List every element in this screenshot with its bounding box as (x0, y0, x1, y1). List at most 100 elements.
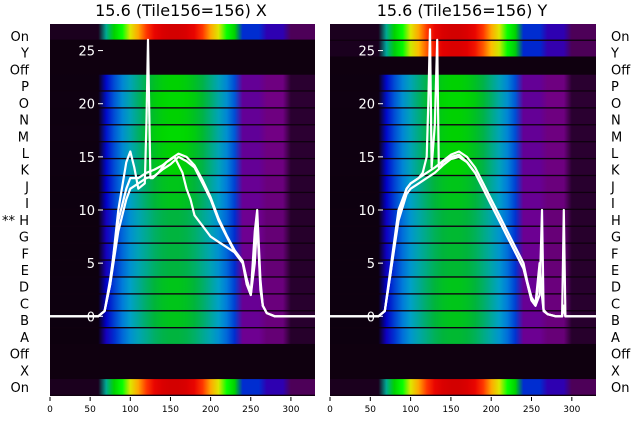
heatmap-row-p (50, 74, 315, 91)
heatmap-row-on (330, 24, 596, 40)
heatmap-row-i (330, 193, 596, 209)
row-label-h: H (19, 214, 29, 229)
x-tick-label: 250 (523, 405, 540, 415)
x-tick-label: 50 (84, 405, 96, 415)
row-label-on: On (11, 381, 29, 396)
row-label-g: G (19, 231, 29, 246)
y-tick-label: 0 (87, 310, 95, 325)
heatmap-row-l (50, 142, 315, 158)
row-label-off: Off (10, 63, 30, 78)
row-label-n: N (611, 114, 621, 129)
row-label-y: Y (610, 47, 619, 62)
heatmap-row-c (330, 294, 596, 311)
x-tick-label: 50 (365, 405, 377, 415)
heatmap-row-m (330, 125, 596, 142)
heatmap-row-j (50, 176, 315, 192)
row-label-h: H (611, 214, 621, 229)
profile-line-3 (330, 28, 596, 318)
x-tick-label: 150 (442, 405, 459, 415)
row-label-b: B (611, 314, 620, 329)
y-tick-label: 20 (78, 98, 95, 113)
row-label-p: P (21, 80, 29, 95)
row-label-off: Off (611, 348, 631, 363)
heatmap-row-b (330, 311, 596, 328)
row-label-i: I (25, 197, 29, 212)
row-label-o: O (19, 97, 29, 112)
heatmap-row-on (50, 24, 315, 40)
heatmap-row-k (330, 159, 596, 175)
panel-x-title: 15.6 (Tile156=156) X (95, 1, 267, 20)
row-label-m: M (611, 130, 622, 145)
y-tick-label: 10 (358, 204, 375, 219)
heatmap-row-g (50, 226, 315, 243)
row-label-c: C (20, 297, 29, 312)
heatmap-row-e (50, 260, 315, 277)
row-label-j: J (610, 180, 615, 195)
row-label-on: On (11, 30, 29, 45)
panel-x-plot-area: 0 5 10 15 20 25 (50, 24, 315, 396)
heatmap-row-f (330, 243, 596, 260)
heatmap-row-o (50, 91, 315, 108)
heatmap-row-y (330, 40, 596, 57)
row-label-k: K (20, 164, 29, 179)
y-tick-label: 25 (78, 45, 95, 60)
heatmap-row-on (50, 379, 315, 395)
row-label-x: X (611, 364, 620, 379)
heatmap-row-e (330, 260, 596, 277)
heatmap-row-a (50, 328, 315, 344)
row-label-c: C (611, 297, 620, 312)
row-label-e: E (21, 264, 29, 279)
heatmap-row-d (50, 277, 315, 294)
heatmap-row-d (330, 277, 596, 294)
row-label-n: N (19, 114, 29, 129)
x-tick-label: 100 (402, 405, 419, 415)
heatmap-row-b (50, 311, 315, 328)
row-label-j: J (24, 180, 29, 195)
row-label-off: Off (10, 348, 30, 363)
row-label-on: On (611, 381, 629, 396)
row-label-off: Off (611, 63, 631, 78)
x-tick-label: 150 (162, 405, 179, 415)
x-tick-label: 300 (282, 405, 299, 415)
heatmap-row-c (50, 294, 315, 311)
y-tick-label: 0 (367, 310, 375, 325)
x-tick-label: 100 (122, 405, 139, 415)
row-label-x: X (20, 364, 29, 379)
heatmap-row-j (330, 176, 596, 192)
x-tick-label: 200 (202, 405, 219, 415)
panel-y-plot-area: 0 5 10 15 20 25 (330, 24, 596, 396)
row-label-a: A (611, 331, 620, 346)
row-marker: ** (2, 214, 16, 229)
row-label-m: M (18, 130, 29, 145)
y-tick-label: 5 (367, 257, 375, 272)
panel-x-x-axis: 0 50 100 150 200 250 300 (47, 397, 300, 415)
x-tick-label: 0 (47, 405, 53, 415)
row-label-e: E (611, 264, 619, 279)
row-label-y: Y (20, 47, 29, 62)
row-label-f: F (22, 247, 29, 262)
row-label-i: I (611, 197, 615, 212)
row-label-k: K (611, 164, 620, 179)
row-label-l: L (22, 147, 30, 162)
heatmap-row-l (330, 142, 596, 158)
row-label-o: O (611, 97, 621, 112)
x-tick-label: 300 (563, 405, 580, 415)
heatmap-row-n (50, 108, 315, 125)
heatmap-row-o (330, 91, 596, 108)
panel-y-x-axis: 0 50 100 150 200 250 300 (327, 397, 581, 415)
y-tick-label: 25 (358, 45, 375, 60)
row-label-l: L (611, 147, 619, 162)
heatmap-row-a (330, 328, 596, 344)
row-label-a: A (20, 331, 29, 346)
heatmap-row-i (50, 193, 315, 209)
x-tick-label: 250 (242, 405, 259, 415)
profile-line-3 (50, 38, 315, 318)
row-label-on: On (611, 30, 629, 45)
x-tick-label: 200 (483, 405, 500, 415)
heatmap-row-n (330, 108, 596, 125)
